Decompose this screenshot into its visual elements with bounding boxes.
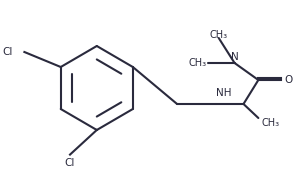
Text: Cl: Cl — [2, 47, 13, 57]
Text: CH₃: CH₃ — [188, 58, 206, 68]
Text: N: N — [231, 52, 238, 62]
Text: CH₃: CH₃ — [210, 30, 228, 40]
Text: Cl: Cl — [65, 158, 75, 168]
Text: NH: NH — [216, 88, 231, 98]
Text: O: O — [284, 75, 292, 85]
Text: CH₃: CH₃ — [261, 118, 280, 128]
